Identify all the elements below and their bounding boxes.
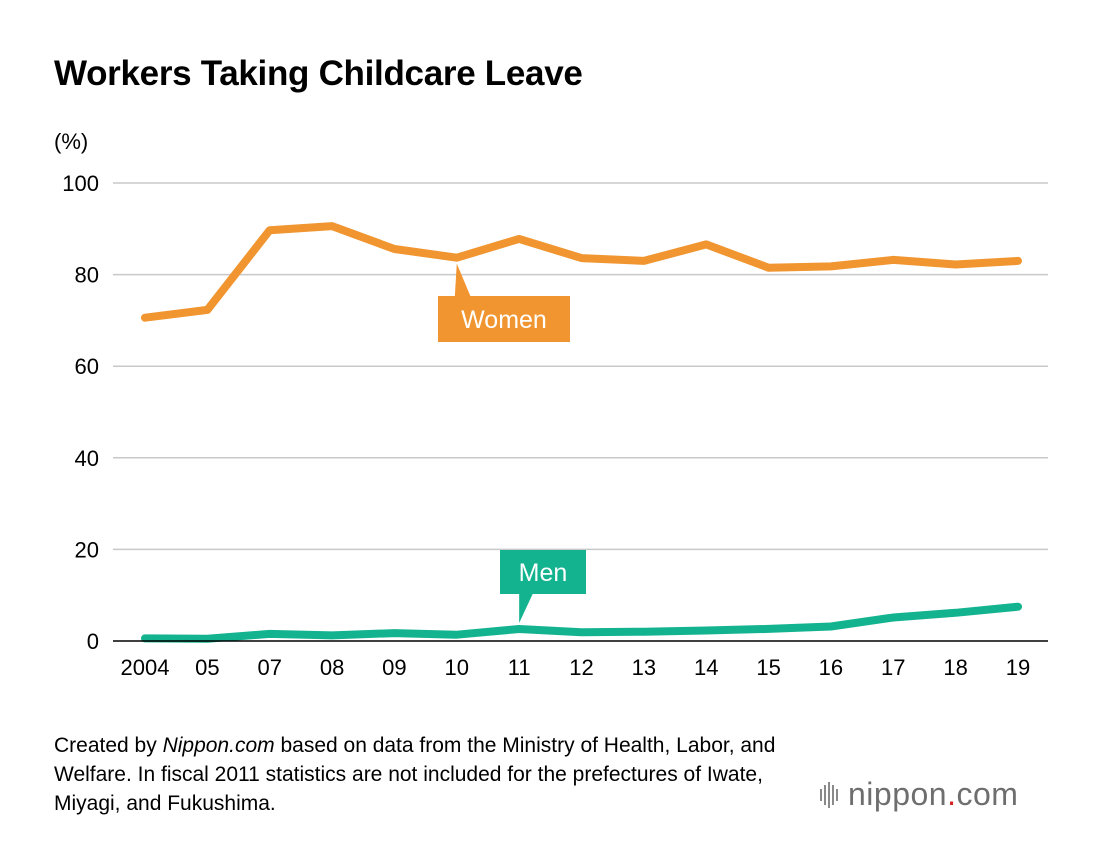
series-line-women <box>141 222 1022 322</box>
x-tick-label-2004: 2004 <box>121 655 170 680</box>
x-tick-label-11: 11 <box>508 655 531 680</box>
women-callout-text: Women <box>461 306 547 334</box>
line-chart: 0 20 40 60 80 100 2004 05 07 08 09 10 11 12 13 14 15 16 17… <box>62 171 1048 680</box>
logo-text: nippon.com <box>848 776 1018 813</box>
note-suffix: based on data from the Ministry of Healt… <box>54 734 776 815</box>
men-callout-box <box>500 550 586 594</box>
series-line-men <box>141 602 1022 643</box>
x-tick-label-05: 05 <box>195 655 219 680</box>
y-tick-label-80: 80 <box>75 263 99 288</box>
nippon-logo: nippon.com <box>820 776 1018 813</box>
y-tick-label-100: 100 <box>62 171 99 196</box>
y-axis-unit-label: (%) <box>54 129 89 154</box>
chart-title: Workers Taking Childcare Leave <box>54 54 583 93</box>
x-tick-label-19: 19 <box>1006 655 1030 680</box>
x-tick-label-08: 08 <box>320 655 344 680</box>
logo-dot: . <box>947 776 957 812</box>
x-tick-label-17: 17 <box>881 655 905 680</box>
logo-tld: com <box>956 776 1019 812</box>
x-tick-label-12: 12 <box>569 655 593 680</box>
note-site: Nippon.com <box>162 734 275 757</box>
x-tick-label-14: 14 <box>694 655 718 680</box>
x-tick-label-13: 13 <box>632 655 656 680</box>
logo-name: nippon <box>848 776 948 812</box>
x-tick-label-07: 07 <box>257 655 281 680</box>
source-note: Created by Nippon.com based on data from… <box>54 731 814 818</box>
y-tick-label-20: 20 <box>75 537 99 562</box>
men-callout-pointer <box>519 593 534 623</box>
x-tick-label-18: 18 <box>943 655 967 680</box>
logo-bars-icon <box>820 781 840 808</box>
x-tick-label-16: 16 <box>819 655 843 680</box>
note-prefix: Created by <box>54 734 163 757</box>
y-tick-label-60: 60 <box>75 354 99 379</box>
x-tick-label-10: 10 <box>445 655 469 680</box>
x-tick-label-09: 09 <box>382 655 406 680</box>
y-tick-label-0: 0 <box>87 629 99 654</box>
men-callout-text: Men <box>519 559 568 587</box>
y-tick-label-40: 40 <box>75 446 99 471</box>
x-tick-label-15: 15 <box>756 655 780 680</box>
women-callout-box <box>438 296 570 342</box>
women-callout-pointer <box>454 263 471 297</box>
